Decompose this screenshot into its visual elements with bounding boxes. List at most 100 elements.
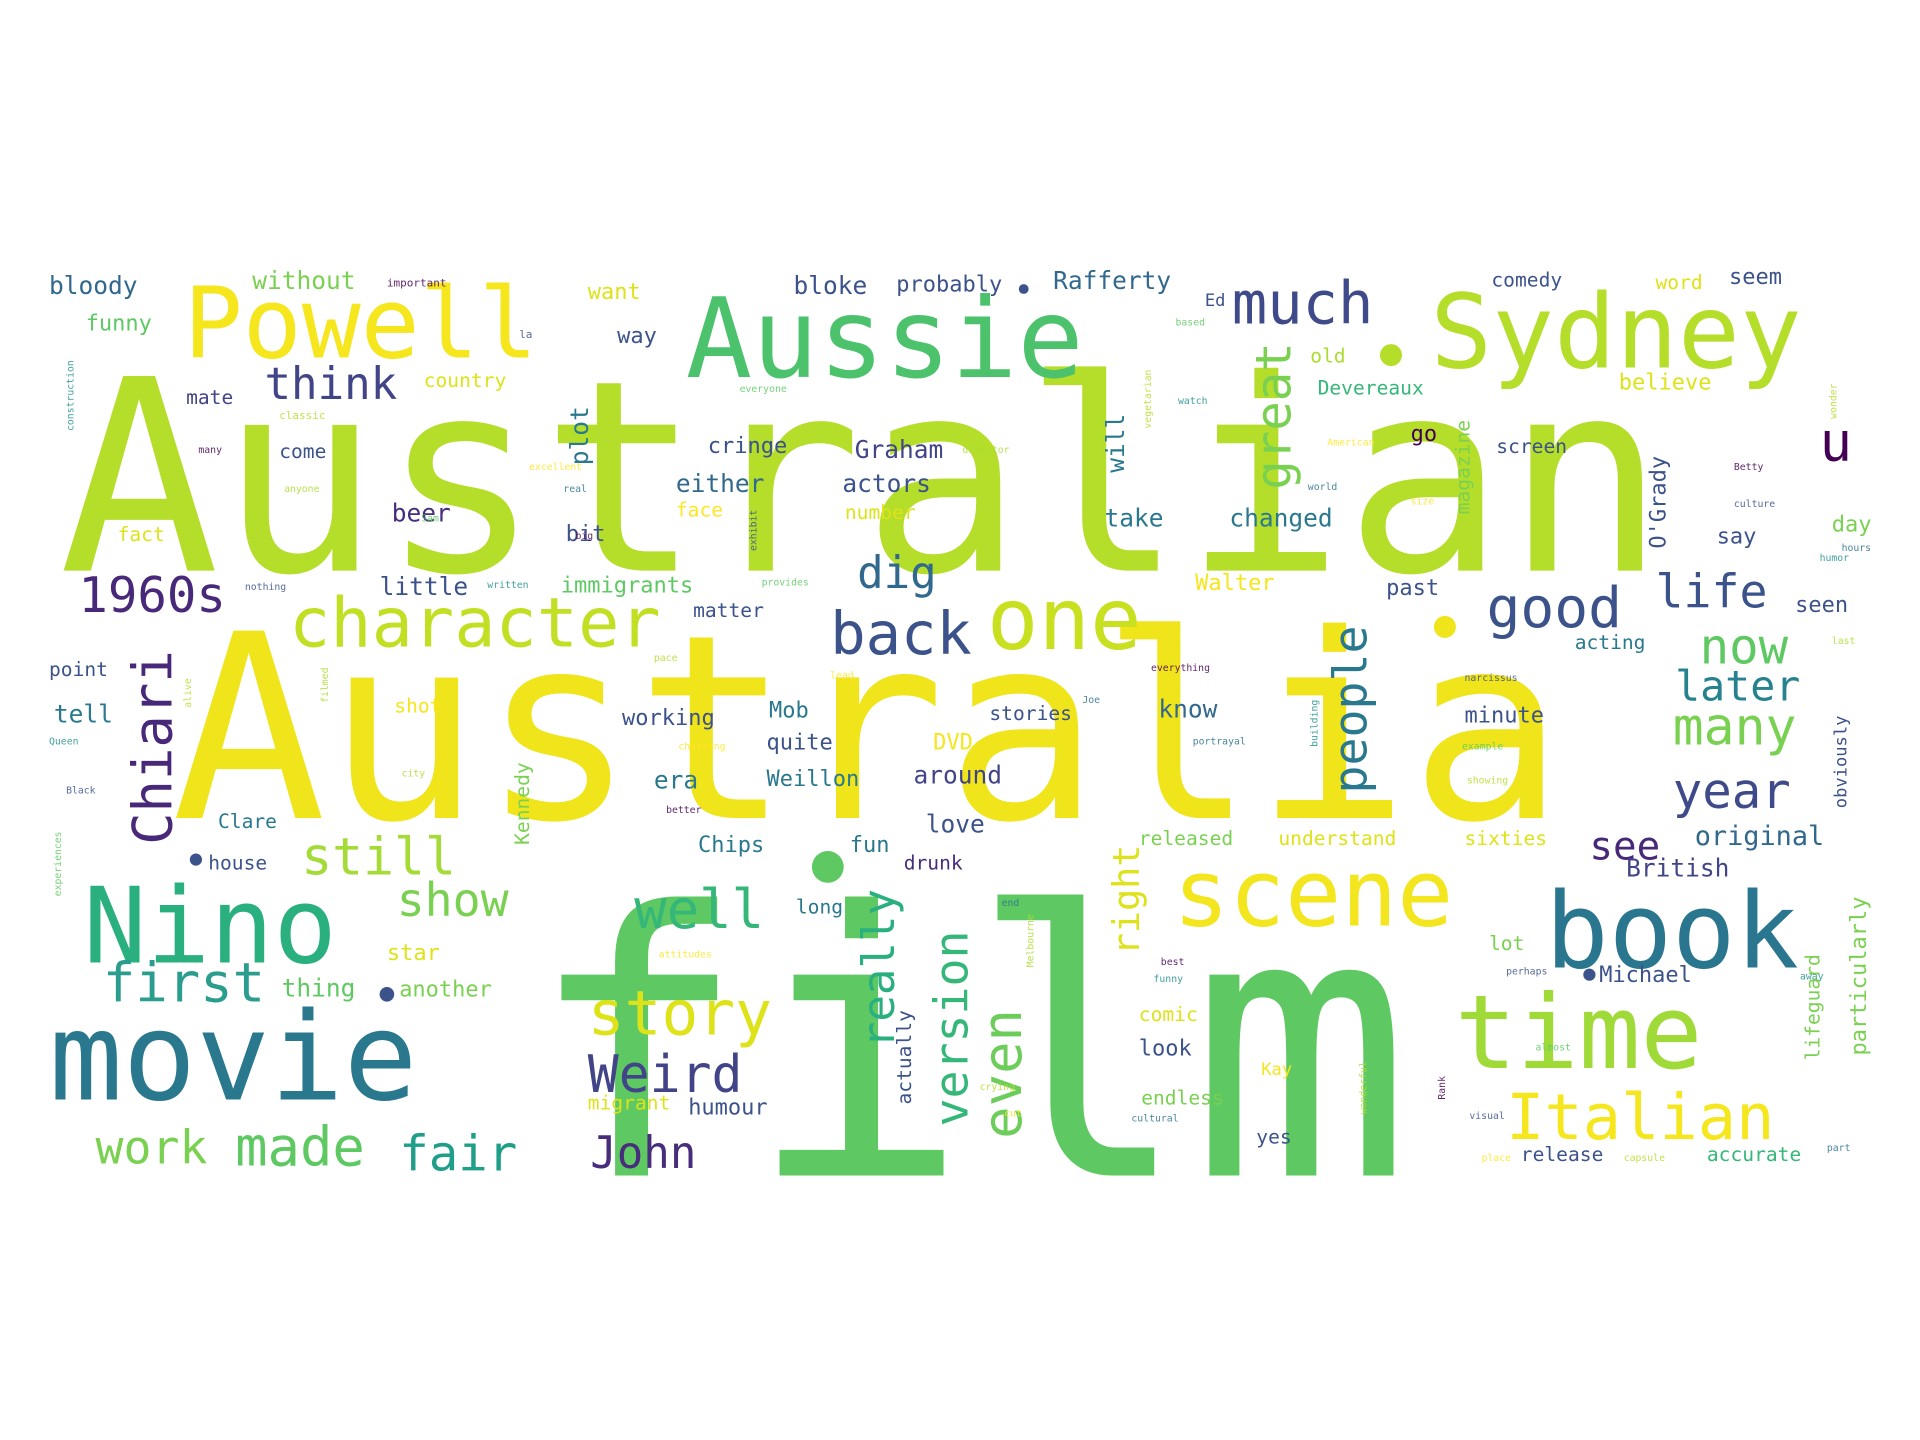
word-really: really <box>854 889 905 1048</box>
small-word: city <box>402 768 426 779</box>
word-past: past <box>1386 576 1439 601</box>
small-word: filmed <box>320 668 331 703</box>
word-movie: movie <box>49 986 417 1129</box>
small-word: everyone <box>740 384 787 395</box>
dot-mark <box>811 851 844 883</box>
word-actors: actors <box>842 469 931 498</box>
word-want: want <box>588 280 641 305</box>
word-later: later <box>1675 661 1800 710</box>
small-word: better <box>666 805 701 816</box>
word-fact: fact <box>118 523 165 546</box>
word-obviously: obviously <box>1832 716 1852 809</box>
dot-mark <box>1433 615 1456 638</box>
dot-mark <box>379 987 395 1002</box>
word-devereaux: Devereaux <box>1318 376 1424 399</box>
word-now: now <box>1700 619 1789 676</box>
word-still: still <box>301 827 456 887</box>
small-word: almost <box>1536 1043 1571 1054</box>
word-without: without <box>252 266 355 295</box>
small-word: hours <box>1842 543 1872 554</box>
word-humour: humour <box>688 1095 767 1120</box>
small-word: construction <box>66 360 77 431</box>
word-face: face <box>676 499 723 522</box>
word-walter: Walter <box>1195 571 1274 596</box>
small-word: watch <box>1178 396 1208 407</box>
word-comedy: comedy <box>1491 269 1562 292</box>
word-chiari: Chiari <box>121 650 184 845</box>
small-word: last <box>1832 636 1856 647</box>
word-comic: comic <box>1139 1003 1198 1026</box>
word-minute: minute <box>1465 703 1544 728</box>
small-word: part <box>1827 1143 1851 1154</box>
word-one: one <box>987 570 1142 670</box>
small-word: written <box>487 580 528 591</box>
word-many: many <box>1673 698 1797 758</box>
word-nino: Nino <box>83 864 337 987</box>
word-matter: matter <box>693 599 764 622</box>
word-kay: Kay <box>1261 1060 1292 1080</box>
word-good: good <box>1487 576 1623 641</box>
word-seen: seen <box>1795 593 1848 618</box>
word-1960s: 1960s <box>78 567 226 624</box>
word-powell: Powell <box>184 268 538 382</box>
word-australia: Australia <box>171 579 1564 879</box>
small-word: place <box>1482 1153 1512 1164</box>
word-number: number <box>845 501 916 524</box>
word-made: made <box>235 1116 365 1179</box>
word-bit: bit <box>566 522 606 547</box>
small-word: everything <box>1151 663 1210 674</box>
word-lifeguard: lifeguard <box>1802 954 1825 1060</box>
word-magazine: magazine <box>1451 420 1474 514</box>
small-word: based <box>1176 318 1206 329</box>
word-show: show <box>397 873 509 927</box>
small-word: Joe <box>1082 695 1100 706</box>
small-word: American <box>1327 438 1374 449</box>
small-word: director <box>962 445 1009 456</box>
word-well: well <box>634 878 764 941</box>
word-great: great <box>1246 342 1303 490</box>
word-much: much <box>1232 268 1374 337</box>
word-clare: Clare <box>218 810 277 833</box>
small-word: anyone <box>284 484 319 495</box>
word-around: around <box>914 761 1003 790</box>
small-word: Rank <box>1437 1076 1448 1100</box>
word-fair: fair <box>399 1126 517 1183</box>
word-old: old <box>1310 344 1345 367</box>
word-thing: thing <box>282 974 356 1003</box>
small-word: crying <box>980 1082 1015 1093</box>
word-see: see <box>1589 825 1660 870</box>
word-release: release <box>1521 1143 1604 1166</box>
small-word: real <box>563 484 587 495</box>
small-word: alive <box>183 678 194 708</box>
word-changed: changed <box>1229 504 1332 533</box>
small-word: narcissus <box>1465 673 1518 684</box>
small-word: building <box>1310 700 1321 747</box>
small-word: cut <box>1004 1109 1022 1120</box>
word-character: character <box>289 584 661 664</box>
small-word: capsule <box>1624 1153 1665 1164</box>
word-day: day <box>1832 512 1872 537</box>
word-either: either <box>676 469 765 498</box>
word-u: u <box>1820 410 1852 473</box>
word-accurate: accurate <box>1707 1143 1801 1166</box>
word-acting: acting <box>1575 631 1646 654</box>
word-little: little <box>380 572 469 601</box>
word-point: point <box>49 658 108 681</box>
word-bloody: bloody <box>49 271 138 300</box>
small-word: provides <box>762 577 809 588</box>
word-rafferty: Rafferty <box>1053 266 1171 295</box>
word-john: John <box>590 1128 696 1179</box>
word-beer: beer <box>392 499 451 528</box>
small-word: visual <box>1469 1111 1504 1122</box>
word-dvd: DVD <box>933 730 973 755</box>
small-word: humor <box>1820 553 1850 564</box>
word-word: word <box>1656 271 1703 294</box>
word-love: love <box>926 810 985 839</box>
small-word: big <box>576 531 594 542</box>
dot-mark <box>1380 344 1402 367</box>
word-tell: tell <box>54 699 113 728</box>
word-time: time <box>1455 973 1703 1093</box>
word-kennedy: Kennedy <box>511 762 534 845</box>
word-life: life <box>1656 564 1768 618</box>
